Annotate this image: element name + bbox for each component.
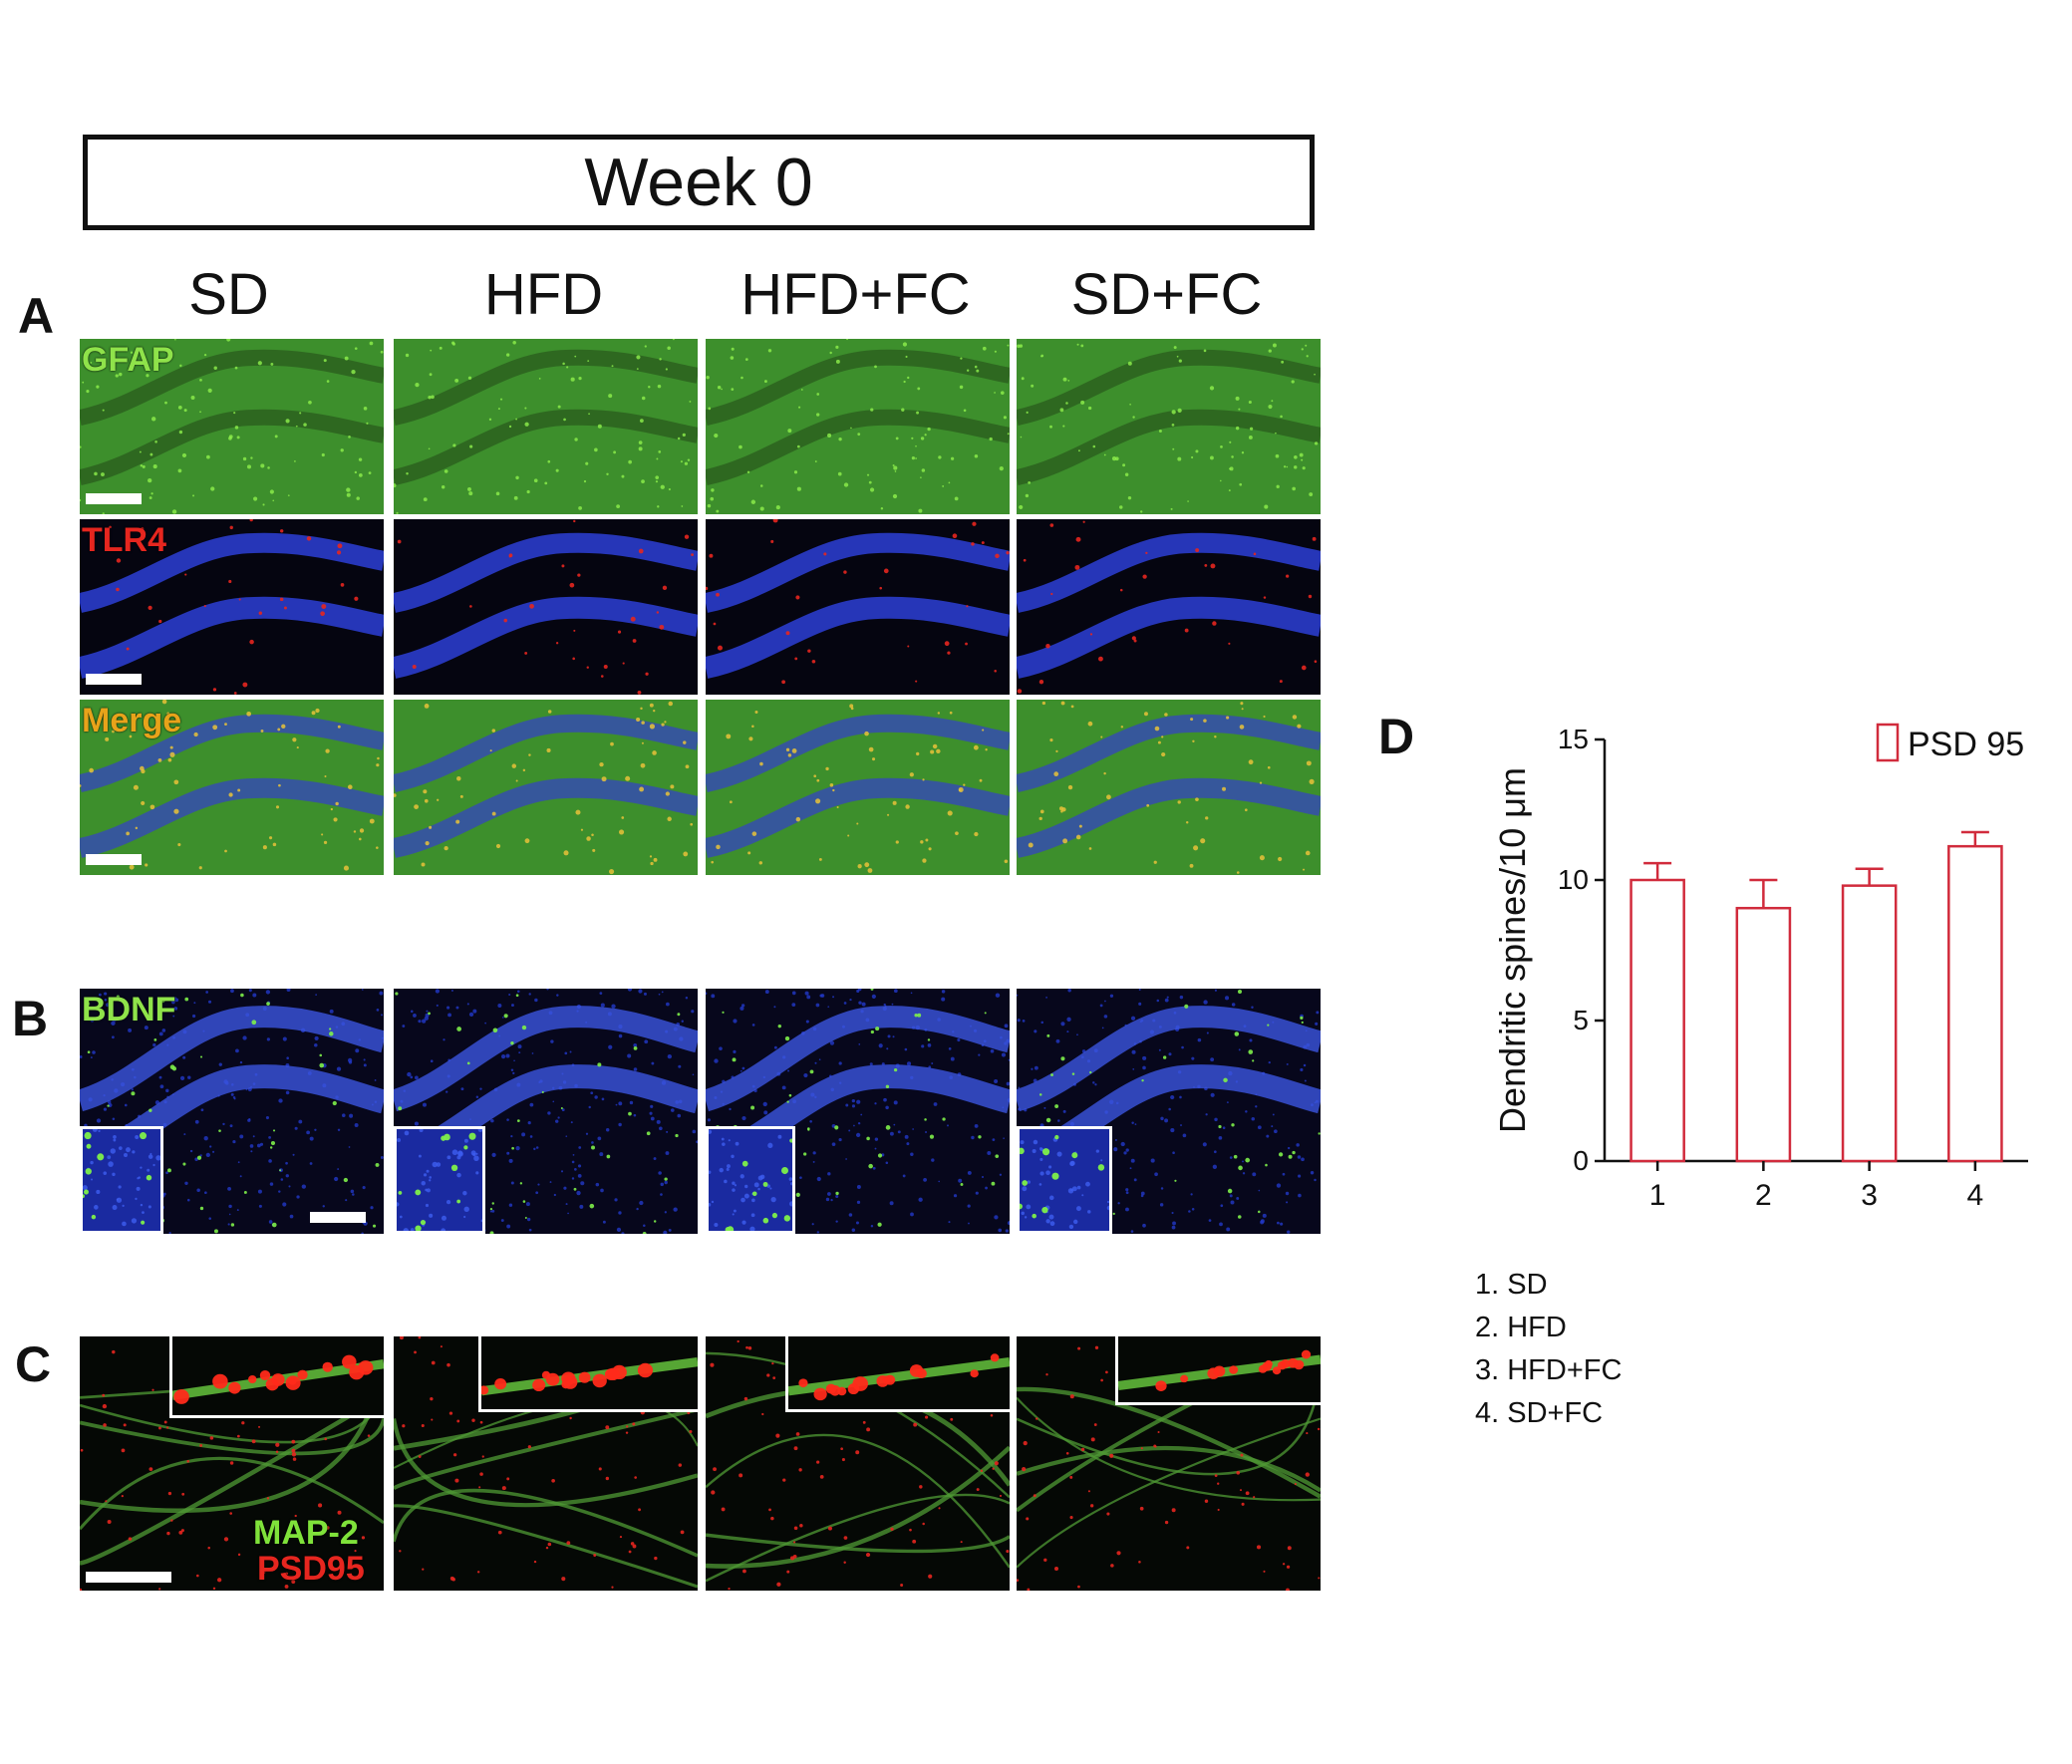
tlr4-micrograph (394, 519, 698, 695)
column-header-hfd-fc: HFD+FC (740, 262, 971, 327)
bdnf-inset-micrograph (1020, 1129, 1109, 1231)
neuron-image-hfd (394, 1336, 698, 1591)
merge-image-hfd-fc (706, 700, 1010, 875)
tlr4-micrograph (706, 519, 1010, 695)
gfap-micrograph (80, 339, 384, 514)
x-tick-label: 4 (1967, 1179, 1984, 1212)
bdnf-image-hfd (394, 989, 698, 1234)
bdnf-inset (1017, 1126, 1112, 1234)
neuron-image-hfd-fc (706, 1336, 1010, 1591)
stain-label-gfap: GFAP (82, 341, 174, 379)
bar (1841, 884, 1898, 1163)
figure-title-box: Week 0 (83, 135, 1315, 230)
gfap-image-sd: GFAP (80, 339, 384, 514)
legend-label: PSD 95 (1908, 726, 2024, 763)
panel-letter-b: B (12, 991, 49, 1046)
bdnf-image-hfd-fc (706, 989, 1010, 1234)
gfap-micrograph (706, 339, 1010, 514)
spine-inset (478, 1336, 698, 1412)
neuron-image-sd-fc (1017, 1336, 1321, 1591)
neuron-image-sd: MAP-2 PSD95 (80, 1336, 384, 1591)
group-legend-item: 2. HFD (1475, 1312, 1567, 1343)
y-axis-label: Dendritic spines/10 μm (1492, 767, 1533, 1133)
gfap-image-hfd-fc (706, 339, 1010, 514)
stain-label-map2: MAP-2 (253, 1514, 359, 1552)
bdnf-inset-micrograph (397, 1129, 482, 1231)
x-tick-label: 2 (1755, 1179, 1772, 1212)
merge-image-sd-fc (1017, 700, 1321, 875)
y-tick-label: 0 (1573, 1145, 1589, 1176)
group-legend-list: 1. SD 2. HFD 3. HFD+FC 4. SD+FC (1475, 1264, 1622, 1435)
y-tick-label: 5 (1573, 1005, 1589, 1035)
tlr4-image-hfd (394, 519, 698, 695)
stain-label-merge: Merge (82, 702, 182, 739)
stain-label-psd95: PSD95 (257, 1550, 365, 1588)
bdnf-image-sd-fc (1017, 989, 1321, 1234)
figure-title: Week 0 (584, 145, 813, 220)
spine-inset (169, 1336, 384, 1418)
spine-inset (785, 1336, 1010, 1412)
scale-bar (86, 493, 142, 504)
bdnf-inset (706, 1126, 795, 1234)
bar (1629, 878, 1685, 1163)
bar (1947, 844, 2003, 1163)
merge-image-hfd (394, 700, 698, 875)
gfap-micrograph (394, 339, 698, 514)
gfap-image-sd-fc (1017, 339, 1321, 514)
x-tick-label: 1 (1649, 1179, 1666, 1212)
spine-inset-micrograph (481, 1336, 698, 1409)
panel-letter-a: A (18, 288, 55, 344)
gfap-micrograph (1017, 339, 1321, 514)
tlr4-image-sd-fc (1017, 519, 1321, 695)
stain-label-tlr4: TLR4 (82, 521, 166, 559)
merge-micrograph (1017, 700, 1321, 875)
merge-micrograph (80, 700, 384, 875)
group-legend-item: 4. SD+FC (1475, 1397, 1604, 1429)
tlr4-image-hfd-fc (706, 519, 1010, 695)
bdnf-inset-micrograph (709, 1129, 792, 1231)
spine-inset-micrograph (1118, 1336, 1321, 1402)
spine-inset-micrograph (788, 1336, 1010, 1409)
dendritic-spines-bar-chart: 0 5 10 15 Dendritic spines/10 μm 1 2 3 4 PSD 95 (1492, 723, 2028, 1212)
panel-letter-d: D (1378, 709, 1415, 764)
bdnf-inset-micrograph (83, 1129, 160, 1231)
bar (1735, 906, 1792, 1163)
tlr4-micrograph (1017, 519, 1321, 695)
bdnf-inset (394, 1126, 485, 1234)
scale-bar (310, 1212, 366, 1223)
tlr4-image-sd: TLR4 (80, 519, 384, 695)
scale-bar (86, 854, 142, 865)
scale-bar (86, 674, 142, 685)
bdnf-inset (80, 1126, 163, 1234)
merge-image-sd: Merge (80, 700, 384, 875)
panel-letter-c: C (15, 1336, 52, 1392)
spine-inset-micrograph (172, 1336, 384, 1415)
column-header-hfd: HFD (483, 262, 604, 327)
column-header-sd-fc: SD+FC (1070, 262, 1263, 327)
bdnf-image-sd: BDNF (80, 989, 384, 1234)
group-legend-item: 3. HFD+FC (1475, 1354, 1623, 1386)
tlr4-micrograph (80, 519, 384, 695)
merge-micrograph (706, 700, 1010, 875)
column-header-sd: SD (188, 262, 269, 327)
stain-label-bdnf: BDNF (82, 991, 176, 1029)
x-tick-label: 3 (1861, 1179, 1878, 1212)
group-legend-item: 1. SD (1475, 1269, 1548, 1301)
scale-bar (86, 1572, 171, 1583)
y-tick-label: 10 (1558, 864, 1589, 895)
gfap-image-hfd (394, 339, 698, 514)
y-tick-label: 15 (1558, 724, 1589, 754)
merge-micrograph (394, 700, 698, 875)
spine-inset (1115, 1336, 1321, 1405)
legend-swatch (1876, 723, 1900, 762)
